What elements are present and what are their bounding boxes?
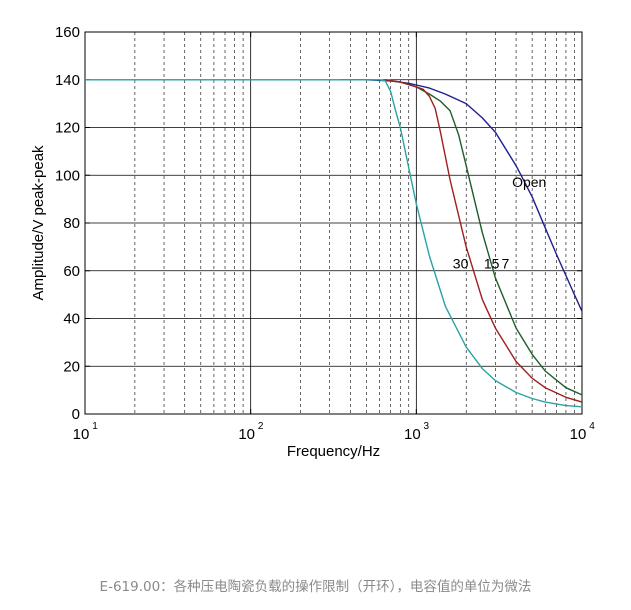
x-tick-labels: 10 1 10 2 10 3 10 4 xyxy=(73,421,596,443)
series-lines xyxy=(85,79,583,408)
y-tick-label: 80 xyxy=(63,215,80,232)
y-axis-label: Amplitude/V peak-peak xyxy=(30,145,47,301)
y-tick-label: 60 xyxy=(63,263,80,280)
x-tick-label: 10 xyxy=(238,426,255,443)
y-tick-label: 140 xyxy=(55,72,80,89)
series-line-15 xyxy=(385,79,583,403)
x-tick-label: 10 xyxy=(73,426,90,443)
grid-lines xyxy=(85,32,582,414)
curve-label-open: Open xyxy=(512,174,546,190)
y-tick-label: 40 xyxy=(63,311,80,328)
y-tick-labels: 0 20 40 60 80 100 120 140 160 xyxy=(55,24,80,423)
x-tick-label: 10 xyxy=(570,426,587,443)
curve-annotations: Open 30 15 7 xyxy=(453,174,547,271)
y-tick-label: 0 xyxy=(72,406,80,423)
x-axis-label: Frequency/Hz xyxy=(287,443,380,460)
x-tick-exponent: 3 xyxy=(424,421,430,432)
y-tick-label: 100 xyxy=(55,167,80,184)
series-line-open xyxy=(340,79,583,312)
y-tick-label: 160 xyxy=(55,24,80,41)
series-line-7 xyxy=(385,79,583,396)
curve-label-30: 30 xyxy=(453,255,469,271)
x-tick-exponent: 2 xyxy=(258,421,264,432)
x-tick-exponent: 1 xyxy=(92,421,98,432)
axis-ticks xyxy=(84,31,583,415)
series-line-30 xyxy=(85,79,583,408)
y-tick-label: 20 xyxy=(63,358,80,375)
figure-caption: E-619.00：各种压电陶瓷负载的操作限制（开环），电容值的单位为微法 xyxy=(99,579,532,595)
curve-label-7: 7 xyxy=(502,255,510,271)
x-tick-label: 10 xyxy=(404,426,421,443)
curve-label-15: 15 xyxy=(484,255,500,271)
y-tick-label: 120 xyxy=(55,120,80,137)
x-tick-exponent: 4 xyxy=(589,421,595,432)
